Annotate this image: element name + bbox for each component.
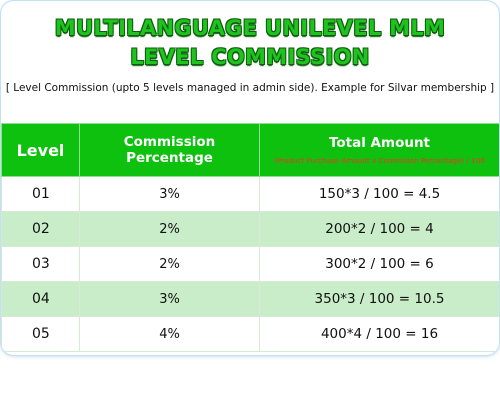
cell-level: 02	[1, 211, 80, 247]
cell-percentage: 3%	[79, 176, 260, 212]
table-row: 03 2% 300*2 / 100 = 6	[1, 246, 499, 282]
cell-percentage: 2%	[79, 246, 260, 282]
cell-level: 04	[1, 281, 80, 317]
cell-total: 200*2 / 100 = 4	[259, 211, 499, 247]
cell-total: 300*2 / 100 = 6	[259, 246, 499, 282]
cell-total: 400*4 / 100 = 16	[259, 316, 499, 352]
cell-percentage: 2%	[79, 211, 260, 247]
cell-percentage: 4%	[79, 316, 260, 352]
header-total-formula: (Product Purchase Amount x Commision Per…	[274, 156, 485, 165]
description-note: [ Level Commission (upto 5 levels manage…	[5, 82, 495, 94]
header-total-amount-label: Total Amount	[328, 135, 431, 151]
cell-total: 150*3 / 100 = 4.5	[259, 176, 499, 212]
commission-table: Level Commission Percentage Total Amount…	[1, 123, 499, 352]
title-block: MULTILANGUAGE UNILEVEL MLM LEVEL COMMISS…	[1, 1, 499, 72]
table-row: 02 2% 200*2 / 100 = 4	[1, 211, 499, 247]
cell-level: 05	[1, 316, 80, 352]
commission-panel: MULTILANGUAGE UNILEVEL MLM LEVEL COMMISS…	[0, 0, 500, 356]
table-header-row: Level Commission Percentage Total Amount…	[1, 123, 499, 177]
header-commission-percentage: Commission Percentage	[79, 123, 260, 177]
header-total-amount: Total Amount (Product Purchase Amount x …	[259, 123, 499, 177]
page-title-line-2: LEVEL COMMISSION	[130, 45, 370, 69]
cell-total: 350*3 / 100 = 10.5	[259, 281, 499, 317]
cell-level: 01	[1, 176, 80, 212]
table-row: 01 3% 150*3 / 100 = 4.5	[1, 176, 499, 212]
header-level: Level	[1, 123, 80, 177]
table-row: 05 4% 400*4 / 100 = 16	[1, 316, 499, 352]
page-title-line-1: MULTILANGUAGE UNILEVEL MLM	[54, 16, 446, 40]
table-row: 04 3% 350*3 / 100 = 10.5	[1, 281, 499, 317]
cell-percentage: 3%	[79, 281, 260, 317]
cell-level: 03	[1, 246, 80, 282]
